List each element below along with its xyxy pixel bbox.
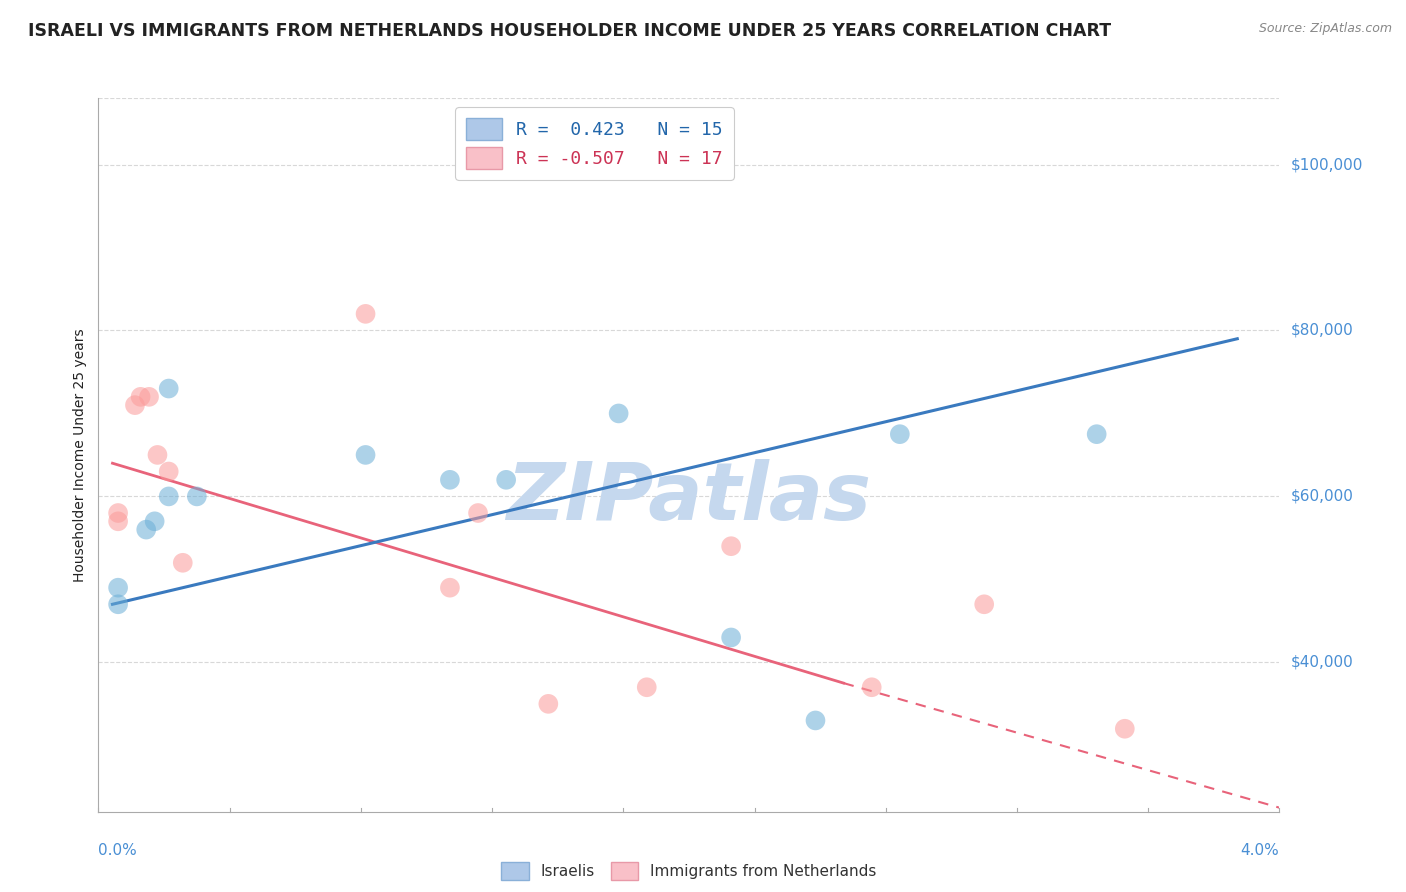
- Text: ZIPatlas: ZIPatlas: [506, 458, 872, 537]
- Point: [495, 473, 517, 487]
- Text: ISRAELI VS IMMIGRANTS FROM NETHERLANDS HOUSEHOLDER INCOME UNDER 25 YEARS CORRELA: ISRAELI VS IMMIGRANTS FROM NETHERLANDS H…: [28, 22, 1111, 40]
- Point: [354, 448, 377, 462]
- Point: [354, 307, 377, 321]
- Point: [720, 539, 742, 553]
- Point: [1085, 427, 1108, 442]
- Point: [720, 631, 742, 645]
- Point: [129, 390, 152, 404]
- Point: [889, 427, 911, 442]
- Text: $100,000: $100,000: [1291, 157, 1362, 172]
- Text: 4.0%: 4.0%: [1240, 843, 1279, 858]
- Point: [973, 597, 995, 611]
- Point: [804, 714, 827, 728]
- Text: $40,000: $40,000: [1291, 655, 1354, 670]
- Point: [467, 506, 489, 520]
- Y-axis label: Householder Income Under 25 years: Householder Income Under 25 years: [73, 328, 87, 582]
- Point: [107, 581, 129, 595]
- Point: [439, 473, 461, 487]
- Point: [146, 448, 169, 462]
- Point: [157, 465, 180, 479]
- Point: [138, 390, 160, 404]
- Point: [537, 697, 560, 711]
- Point: [157, 490, 180, 504]
- Point: [107, 506, 129, 520]
- Point: [157, 382, 180, 396]
- Text: Source: ZipAtlas.com: Source: ZipAtlas.com: [1258, 22, 1392, 36]
- Text: $60,000: $60,000: [1291, 489, 1354, 504]
- Point: [107, 597, 129, 611]
- Point: [124, 398, 146, 412]
- Point: [186, 490, 208, 504]
- Point: [860, 680, 883, 694]
- Text: $80,000: $80,000: [1291, 323, 1354, 338]
- Point: [135, 523, 157, 537]
- Point: [107, 514, 129, 528]
- Point: [439, 581, 461, 595]
- Point: [636, 680, 658, 694]
- Point: [1114, 722, 1136, 736]
- Point: [172, 556, 194, 570]
- Point: [607, 406, 630, 420]
- Point: [143, 514, 166, 528]
- Text: 0.0%: 0.0%: [98, 843, 138, 858]
- Legend: Israelis, Immigrants from Netherlands: Israelis, Immigrants from Netherlands: [495, 856, 883, 886]
